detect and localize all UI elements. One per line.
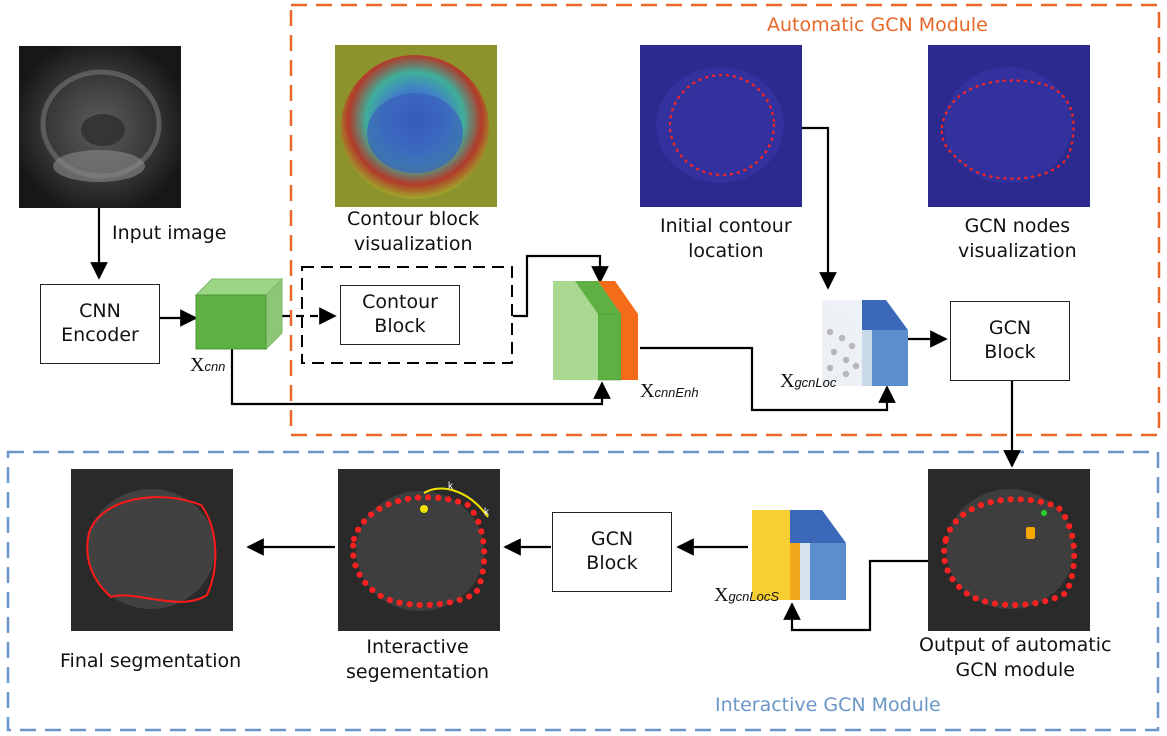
automatic-module-title: Automatic GCN Module xyxy=(767,14,988,36)
x-cnn-feature-cube xyxy=(194,277,284,351)
arrow-contour-to-enh xyxy=(513,254,609,318)
x-cnn-label: Xcnn xyxy=(190,354,226,376)
contour-block-dashed-frame xyxy=(301,266,513,364)
final-segmentation-image xyxy=(71,469,233,631)
interactive-module-frame xyxy=(6,450,1160,732)
k-annotation-top: k xyxy=(448,481,454,492)
interactive-segmentation-image: k k xyxy=(338,469,500,631)
gcn-nodes-visualization-image xyxy=(928,45,1090,207)
initial-contour-label: Initial contour location xyxy=(660,215,792,262)
contour-visualization-label: Contour block visualization xyxy=(347,208,480,255)
interactive-module-title: Interactive GCN Module xyxy=(715,694,941,716)
contour-block-visualization-image xyxy=(335,45,497,207)
gcn-block-interactive: GCN Block xyxy=(552,512,672,592)
x-gcn-loc-s-label: XgcnLocS xyxy=(714,584,780,606)
final-segmentation-label: Final segmentation xyxy=(60,650,242,672)
input-image xyxy=(19,46,181,208)
x-cnn-enh-feature-cube xyxy=(553,281,638,381)
gcn-nodes-visualization-label: GCN nodes visualization xyxy=(958,215,1077,262)
interactive-segmentation-label: Interactive segementation xyxy=(346,636,490,683)
gcn-block-automatic: GCN Block xyxy=(950,301,1070,381)
automatic-output-label: Output of automatic GCN module xyxy=(919,634,1112,681)
x-gcn-loc-label: XgcnLoc xyxy=(780,370,837,392)
arrow-xcnn-bypass xyxy=(230,348,611,406)
x-gcn-loc-feature-cube xyxy=(822,300,908,386)
x-gcn-loc-s-feature-cube xyxy=(752,510,846,600)
x-cnn-enh-label: XcnnEnh xyxy=(640,380,699,402)
input-image-label: Input image xyxy=(112,222,227,244)
contour-block: Contour Block xyxy=(340,285,460,345)
automatic-module-frame xyxy=(289,3,1161,437)
k-annotation-right: k xyxy=(484,507,490,518)
automatic-output-image xyxy=(928,469,1090,631)
arrow-enh-to-gcnloc xyxy=(640,346,896,412)
initial-contour-location-image xyxy=(640,45,802,207)
cnn-encoder-block: CNN Encoder xyxy=(40,284,160,364)
arrow-output-to-gcnlocs xyxy=(783,559,928,632)
